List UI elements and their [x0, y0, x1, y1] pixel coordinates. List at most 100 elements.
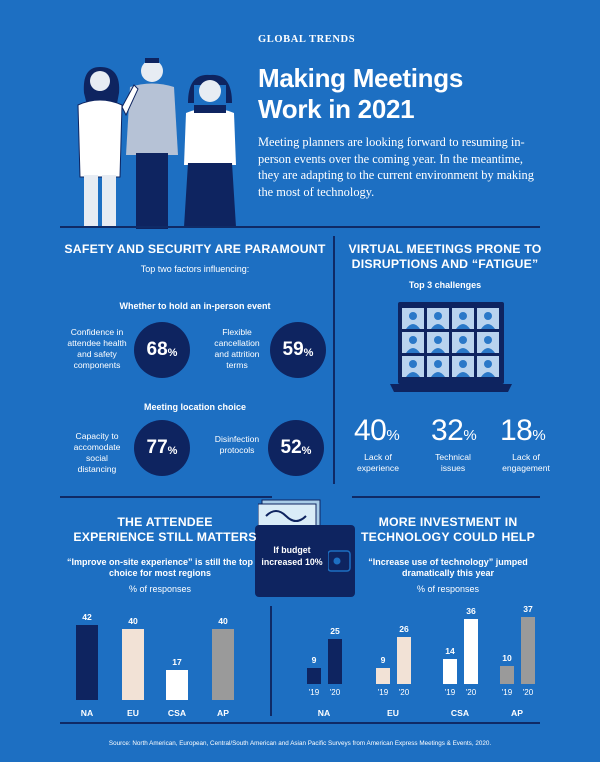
stat-value: 52: [280, 437, 302, 458]
bar-value-label: 10: [502, 653, 512, 663]
bar-value-label: 26: [399, 624, 409, 635]
safety-item-label: Confidence in attendee health and safety…: [67, 327, 127, 370]
participant-icon: [434, 360, 442, 368]
laptop-video-grid-icon: [390, 302, 512, 392]
investment-title-line2: TECHNOLOGY COULD HELP: [360, 530, 536, 544]
attendee-quote: “Improve on-site experience” is still th…: [66, 557, 254, 578]
participant-body: [431, 348, 445, 353]
attendee-unit-note: % of responses: [128, 584, 192, 594]
stat-value: 77: [146, 437, 168, 458]
participant-body: [406, 348, 420, 353]
year-label: '20: [329, 688, 341, 697]
year-label: '19: [377, 688, 389, 697]
participant-body: [406, 324, 420, 329]
stat-value: 59: [282, 339, 304, 360]
bar-value-label: 9: [380, 654, 386, 665]
attendee-bar-chart: 42 NA 40 EU 17 CSA 40 AP: [60, 600, 270, 722]
safety-item-label: Capacity to accomodate social distancing: [73, 431, 121, 474]
stat-number: 18: [500, 414, 533, 447]
bar-2020: [397, 637, 411, 684]
bar-value-label: 36: [466, 606, 476, 617]
virtual-subtitle: Top 3 challenges: [408, 280, 482, 290]
year-label: '19: [444, 688, 456, 697]
year-label: '20: [522, 688, 534, 697]
virtual-stat-value: 18%: [500, 414, 546, 448]
investment-unit-note: % of responses: [416, 584, 480, 594]
year-label: '19: [501, 688, 513, 697]
virtual-stat-label: Lack of engagement: [502, 452, 550, 473]
year-label: '20: [398, 688, 410, 697]
category-label: NA: [80, 708, 94, 718]
virtual-stat-value: 32%: [431, 414, 477, 448]
safety-section-title: SAFETY AND SECURITY ARE PARAMOUNT: [64, 242, 326, 256]
man-head: [141, 60, 163, 82]
bar: [76, 625, 98, 700]
participant-body: [456, 348, 470, 353]
stat-unit: %: [167, 346, 178, 359]
people-illustration: [77, 58, 236, 229]
participant-icon: [459, 312, 467, 320]
page-title-line2: Work in 2021: [258, 94, 415, 124]
participant-body: [481, 348, 495, 353]
year-label: '19: [308, 688, 320, 697]
woman-right-head: [199, 80, 221, 102]
bar-value-label: 9: [311, 654, 317, 665]
stat-unit: %: [303, 346, 314, 359]
page-title-line1: Making Meetings: [258, 63, 463, 93]
participant-icon: [409, 312, 417, 320]
category-label: EU: [127, 708, 139, 718]
participant-body: [456, 324, 470, 329]
category-label: CSA: [450, 708, 470, 718]
participant-icon: [484, 312, 492, 320]
attendee-title-line1: THE ATTENDEE: [117, 515, 213, 529]
safety-item-label: Disinfection protocols: [214, 434, 260, 455]
virtual-stat-value: 40%: [354, 414, 400, 448]
participant-icon: [434, 336, 442, 344]
stat-unit: %: [167, 444, 178, 457]
bar: [166, 669, 188, 700]
stat-unit: %: [463, 427, 477, 444]
man-legs: [136, 153, 168, 229]
participant-icon: [459, 360, 467, 368]
category-label: EU: [387, 708, 399, 718]
safety-subtitle: Top two factors influencing:: [140, 264, 250, 274]
bar-2020: [328, 639, 342, 684]
divider-bottom: [60, 722, 540, 724]
category-label: NA: [317, 708, 331, 718]
woman-left-head: [90, 71, 110, 91]
safety-group1-title: Whether to hold an in-person event: [119, 301, 271, 311]
divider-middle-left: [60, 496, 272, 498]
bar-value-label: 40: [218, 615, 228, 626]
stat-unit: %: [386, 427, 400, 444]
participant-icon: [484, 336, 492, 344]
kicker-label: GLOBAL TRENDS: [258, 34, 356, 45]
virtual-stat-label: Lack of experience: [356, 452, 400, 473]
participant-body: [481, 372, 495, 377]
investment-bar-chart: 9 25 '19 '20 NA 9 26 '19 '20 EU 14 36 '19 '20 CSA 10 37 '…: [290, 600, 540, 722]
stat-circle: 59%: [270, 322, 326, 378]
participant-icon: [484, 360, 492, 368]
bar-2019: [500, 666, 514, 684]
virtual-title-line2: DISRUPTIONS AND “FATIGUE”: [351, 257, 539, 271]
participant-icon: [434, 312, 442, 320]
participant-body: [431, 372, 445, 377]
participant-body: [456, 372, 470, 377]
safety-item-label: Flexible cancellation and attrition term…: [214, 327, 260, 370]
bar-value-label: 37: [523, 604, 533, 615]
video-grid: [402, 308, 499, 377]
bar-2020: [521, 617, 535, 684]
participant-body: [481, 324, 495, 329]
investment-quote: “Increase use of technology” jumped dram…: [368, 557, 528, 578]
bar-value-label: 14: [445, 645, 455, 656]
stat-value: 68: [146, 339, 168, 360]
bar-2019: [376, 667, 390, 684]
divider-vertical-top: [333, 236, 335, 484]
stat-number: 32: [431, 414, 464, 447]
participant-icon: [409, 336, 417, 344]
stat-unit: %: [532, 427, 546, 444]
man-torso: [126, 83, 178, 155]
bar-value-label: 40: [128, 615, 138, 626]
bar-value-label: 42: [82, 612, 92, 623]
stat-unit: %: [301, 444, 312, 457]
